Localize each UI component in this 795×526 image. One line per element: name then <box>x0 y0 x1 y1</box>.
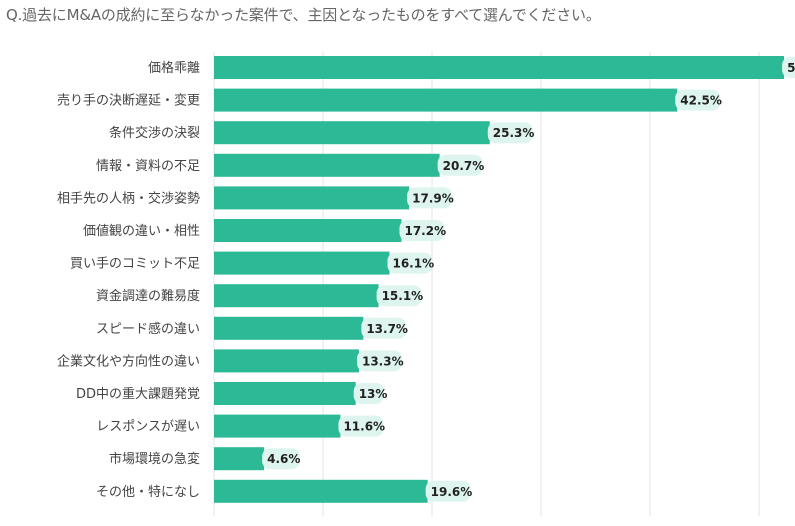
bar <box>214 186 410 210</box>
bar <box>214 56 785 79</box>
value-label-bg <box>361 317 407 339</box>
category-label: レスポンスが遅い <box>96 420 200 435</box>
category-label: 企業文化や方向性の違い <box>57 353 200 369</box>
value-label: 42.5% <box>680 94 722 108</box>
category-label: 資金調達の難易度 <box>96 288 200 304</box>
value-label: 13% <box>359 387 388 401</box>
value-label: 16.1% <box>392 257 434 271</box>
bar <box>214 414 341 438</box>
value-label-bg <box>399 220 445 241</box>
bar <box>214 121 490 145</box>
value-label: 13.7% <box>366 322 408 336</box>
bar <box>214 219 402 242</box>
bar <box>214 251 390 275</box>
bar <box>214 88 678 112</box>
value-label-bg <box>376 285 422 307</box>
value-label-bg <box>262 448 300 470</box>
value-label-bg <box>353 383 384 404</box>
category-label: 条件交渉の決裂 <box>109 125 200 141</box>
bar <box>214 447 265 471</box>
bar <box>214 316 364 340</box>
category-label: その他・特になし <box>96 485 200 500</box>
bar <box>214 284 379 308</box>
bar <box>214 153 440 177</box>
value-label: 4.6% <box>267 452 300 466</box>
value-label: 25.3% <box>493 126 535 140</box>
value-label-bg <box>782 57 795 78</box>
value-label-bg <box>407 187 453 209</box>
value-label: 19.6% <box>431 485 473 499</box>
value-label-bg <box>675 89 721 111</box>
value-label: 11.6% <box>343 420 385 434</box>
category-label: 情報・資料の不足 <box>96 159 200 174</box>
question-text: Q.過去にM&Aの成約に至らなかった案件で、主因となったものをすべて選んでくださ… <box>6 6 601 24</box>
category-label: DD中の重大課題発覚 <box>76 386 200 402</box>
value-label: 17.9% <box>412 191 454 205</box>
value-label: 13.3% <box>362 354 404 368</box>
value-label-bg <box>387 252 433 274</box>
category-label: 相手先の人柄・交渉姿勢 <box>57 190 200 206</box>
category-label: スピード感の違い <box>96 321 200 337</box>
value-label: 52.3% <box>787 61 795 75</box>
category-label: 価値観の違い・相性 <box>83 223 200 239</box>
value-label-bg <box>338 415 384 437</box>
category-label: 市場環境の急変 <box>109 451 200 467</box>
value-label-bg <box>356 350 402 372</box>
value-label-bg <box>425 480 471 502</box>
value-label: 17.2% <box>404 224 446 238</box>
value-label-bg <box>487 122 533 144</box>
category-label: 売り手の決断遅延・変更 <box>57 93 200 109</box>
value-label: 15.1% <box>382 289 424 303</box>
bar <box>214 479 428 503</box>
bar <box>214 382 356 405</box>
category-label: 買い手のコミット不足 <box>70 257 200 272</box>
value-label: 20.7% <box>443 159 485 173</box>
category-label: 価格乖離 <box>148 60 200 76</box>
bar <box>214 349 359 373</box>
value-label-bg <box>437 154 483 176</box>
